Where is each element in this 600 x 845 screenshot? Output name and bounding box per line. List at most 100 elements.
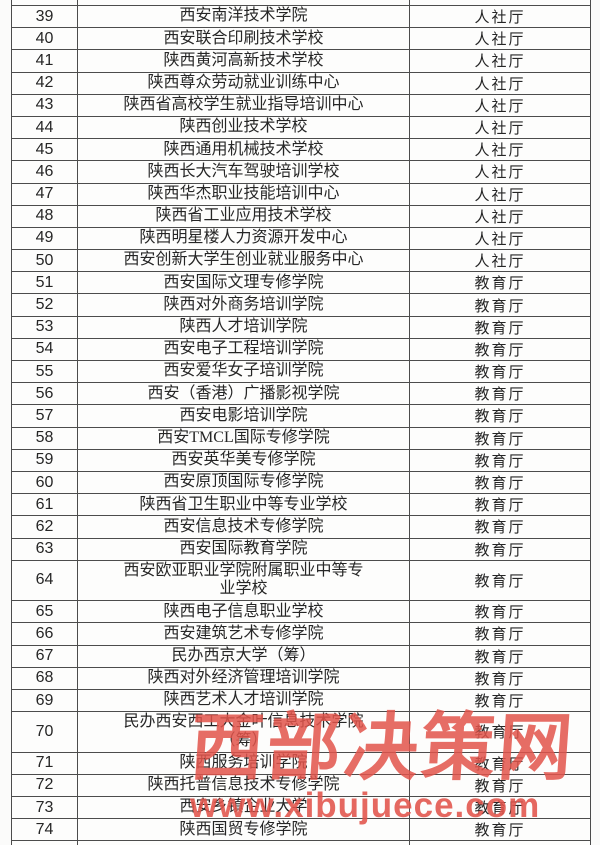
row-number-cell: 53 [12,316,78,338]
school-name-cell: 陕西对外商务培训学院 [78,294,410,316]
department-cell: 人社厅 [474,54,526,71]
table-row: 62 西安信息技术专修学院 教育厅 [12,516,590,539]
table-row: 72 陕西托普信息技术专修学院 教育厅 [12,774,590,797]
school-name-cell: 西安欧亚职业学院附属职业中等专业学校 [78,560,410,601]
table-row: 39 西安南洋技术学院 人社厅 [12,6,590,29]
table-row: 40 西安联合印刷技术学校 人社厅 [12,28,590,51]
row-number-cell: 43 [12,94,78,116]
row-number-cell: 66 [12,623,78,645]
department-cell: 教育厅 [474,823,526,840]
table-row: 57 西安电影培训学院 教育厅 [12,405,590,428]
school-name-cell: 陕西托普信息技术专修学院 [78,774,410,796]
table-row: 63 西安国际教育学院 教育厅 [12,538,590,561]
table-row: 42 陕西尊众劳动就业训练中心 人社厅 [12,72,590,95]
department-cell: 教育厅 [474,409,526,426]
school-name-cell: 陕西服务培训学院 [78,752,410,774]
school-name-cell: 西安国际文理专修学院 [78,272,410,294]
department-cell: 教育厅 [474,431,526,448]
row-number-cell: 68 [12,667,78,689]
table-row: 73 西安乡镇企业大学 教育厅 [12,797,590,820]
school-name-cell: 民办西京大学（筹） [78,645,410,667]
department-cell: 教育厅 [474,542,526,559]
row-number-cell: 62 [12,516,78,538]
school-name-cell: 西安（香港）广播影视学院 [78,383,410,405]
table-row: 41 陕西黄河高新技术学校 人社厅 [12,50,590,73]
row-number-cell: 49 [12,227,78,250]
department-cell: 教育厅 [474,694,526,711]
school-name-cell: 西安电影培训学院 [78,405,410,427]
school-name-cell: 西安建筑艺术专修学院 [78,623,410,645]
department-cell: 教育厅 [474,573,526,590]
row-number-cell: 52 [12,294,78,316]
row-number-cell [12,0,78,5]
school-name-cell: 西安国际教育学院 [78,538,410,560]
department-cell: 教育厅 [474,671,526,688]
row-number-cell: 70 [12,712,78,752]
table-row-partial-top [12,0,590,6]
department-cell: 教育厅 [474,498,526,515]
school-name-cell: 陕西明星楼人力资源开发中心 [78,227,410,250]
school-name-cell: 陕西华杰职业技能培训中心 [78,183,410,205]
table-row: 54 西安电子工程培训学院 教育厅 [12,338,590,361]
department-cell: 教育厅 [474,320,526,337]
row-number-cell: 48 [12,205,78,227]
table-row: 74 陕西国贸专修学院 教育厅 [12,819,590,842]
school-name-cell: 西安南洋技术学院 [78,6,410,28]
department-cell: 教育厅 [474,520,526,537]
department-cell: 人社厅 [474,32,526,49]
row-number-cell: 57 [12,405,78,427]
table-row: 47 陕西华杰职业技能培训中心 人社厅 [12,183,590,206]
table-row: 46 陕西长大汽车驾驶培训学校 人社厅 [12,161,590,184]
row-number-cell: 65 [12,601,78,623]
row-number-cell: 42 [12,72,78,94]
department-cell: 教育厅 [474,605,526,622]
school-name-cell: 陕西省高校学生就业指导培训中心 [78,94,410,116]
table-row: 71 陕西服务培训学院 教育厅 [12,752,590,775]
department-cell: 人社厅 [474,121,526,138]
row-number-cell: 44 [12,116,78,139]
school-name-cell: 西安联合印刷技术学校 [78,28,410,50]
row-number-cell: 51 [12,272,78,294]
department-cell: 人社厅 [474,187,526,204]
department-cell: 人社厅 [474,143,526,160]
school-name-cell: 陕西对外经济管理培训学院 [78,667,410,689]
table-row: 56 西安（香港）广播影视学院 教育厅 [12,383,590,406]
school-name-cell: 民办西安西工大金叶信息技术学院（筹） [78,712,410,752]
department-cell [410,0,590,5]
school-registry-table: 39 西安南洋技术学院 人社厅 40 西安联合印刷技术学校 人社厅 41 陕西黄河高新技术学校… [11,0,591,845]
department-cell: 教育厅 [474,778,526,795]
department-cell: 教育厅 [474,801,526,818]
school-name-cell: 陕西电子信息职业学校 [78,601,410,623]
school-name-cell [78,0,410,5]
table-row: 44 陕西创业技术学校 人社厅 [12,116,590,140]
row-number-cell: 55 [12,361,78,383]
department-cell: 教育厅 [474,276,526,293]
department-cell: 人社厅 [474,10,526,27]
row-number-cell: 54 [12,338,78,360]
row-number-cell: 46 [12,161,78,183]
department-cell: 教育厅 [474,298,526,315]
row-number-cell: 64 [12,560,78,601]
table-row: 45 陕西通用机械技术学校 人社厅 [12,139,590,162]
school-name-cell: 陕西尊众劳动就业训练中心 [78,72,410,94]
school-name-cell: 西安原顶国际专修学院 [78,471,410,494]
row-number-cell: 40 [12,28,78,50]
department-cell: 教育厅 [474,476,526,493]
department-cell: 教育厅 [474,725,526,742]
school-name-cell: 陕西创业技术学校 [78,116,410,139]
school-name-cell: 西安电子工程培训学院 [78,338,410,360]
table-row: 61 陕西省卫生职业中等专业学校 教育厅 [12,494,590,517]
row-number-cell: 50 [12,250,78,272]
department-cell: 人社厅 [474,165,526,182]
table-row: 53 陕西人才培训学院 教育厅 [12,316,590,339]
row-number-cell: 45 [12,139,78,161]
row-number-cell: 56 [12,383,78,405]
table-row: 69 陕西艺术人才培训学院 教育厅 [12,689,590,713]
row-number-cell: 74 [12,819,78,841]
department-cell: 教育厅 [474,342,526,359]
school-name-cell: 陕西艺术人才培训学院 [78,689,410,712]
registry-table-body: 39 西安南洋技术学院 人社厅 40 西安联合印刷技术学校 人社厅 41 陕西黄河高新技术学校… [12,6,590,842]
school-name-cell: 西安乡镇企业大学 [78,797,410,819]
department-cell: 教育厅 [474,387,526,404]
